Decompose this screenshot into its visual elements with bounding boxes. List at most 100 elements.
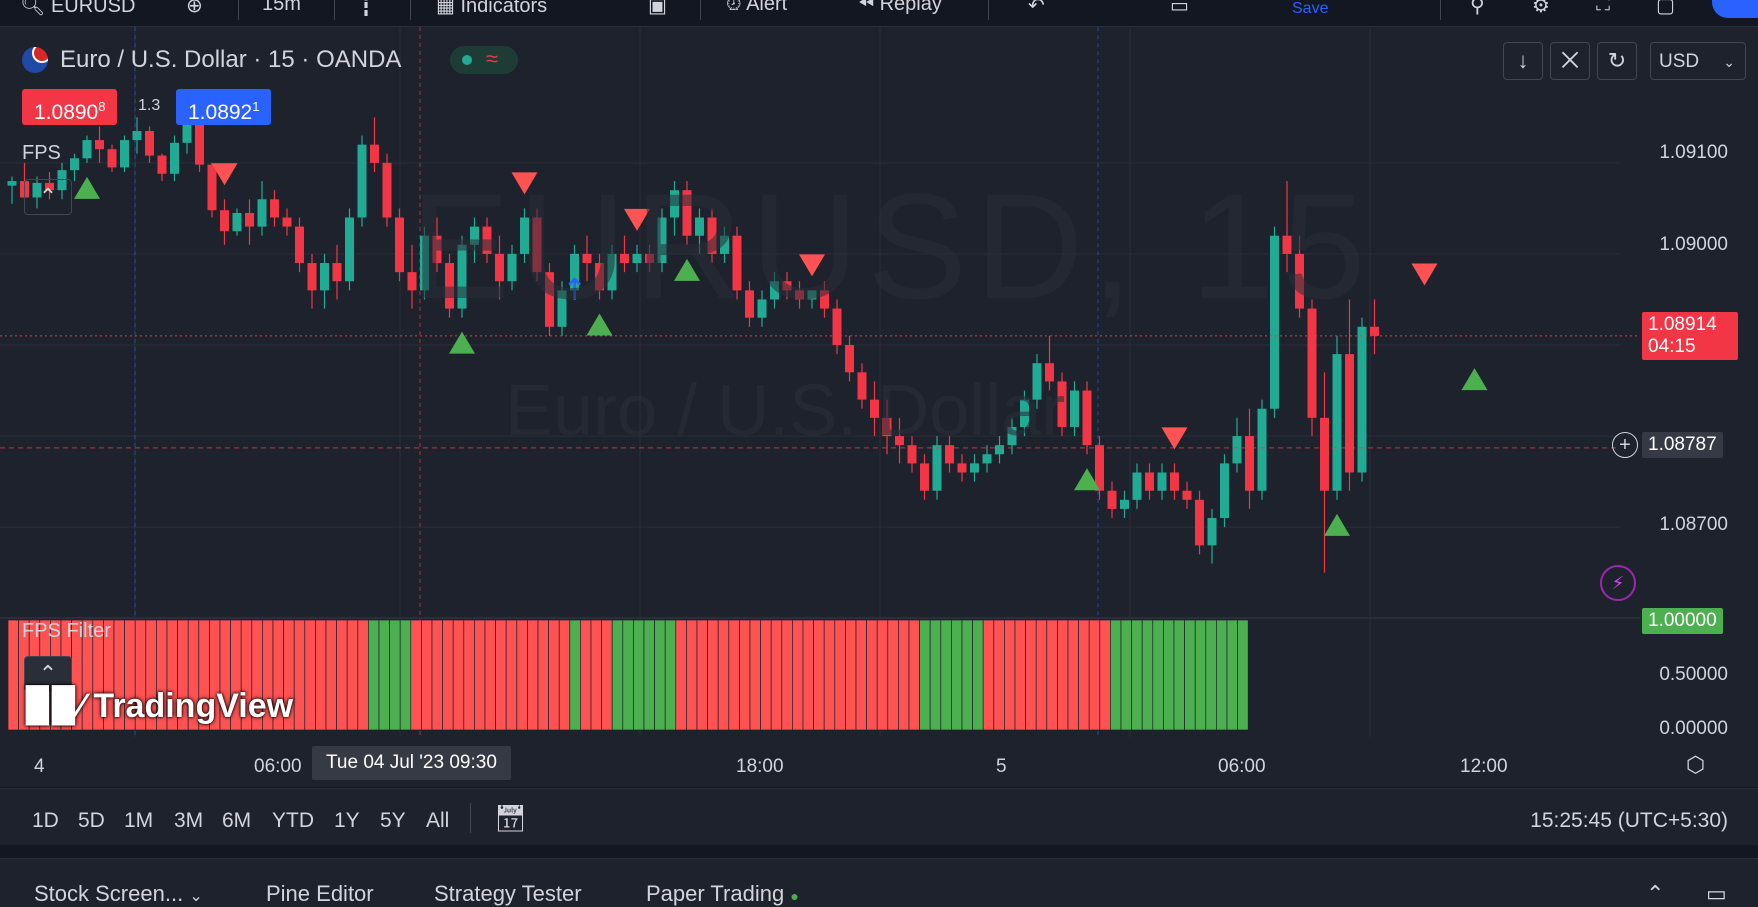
publish-button[interactable]	[1712, 0, 1758, 18]
tab-strategy-tester[interactable]: Strategy Tester	[434, 881, 582, 906]
replay-button[interactable]: ⏪︎ Replay	[858, 0, 942, 16]
range-ytd-button[interactable]: YTD	[272, 809, 314, 832]
indicators-label: Indicators	[460, 0, 548, 17]
layout-name-icon[interactable]: ▭	[1170, 0, 1189, 17]
candle-body	[1120, 499, 1129, 509]
layout-icon[interactable]: ▣	[648, 0, 667, 17]
symbol-title[interactable]: Euro / U.S. Dollar · 15 · OANDA	[60, 46, 402, 73]
market-status-pill[interactable]: ≈	[450, 46, 518, 74]
candle-body	[357, 144, 367, 218]
filter-bar	[548, 619, 560, 731]
filter-bar	[590, 619, 602, 731]
sell-button[interactable]: 1.08908	[22, 89, 118, 125]
candle-body	[570, 253, 579, 291]
toolbar-divider	[988, 0, 989, 20]
sell-signal-triangle	[1411, 263, 1438, 286]
candle-body	[307, 263, 317, 291]
indicator-legend-fps[interactable]: FPS	[22, 142, 61, 164]
candle-body	[945, 445, 954, 464]
range-5y-button[interactable]: 5Y	[380, 809, 406, 832]
sub-axis-label: 0.50000	[1659, 664, 1728, 685]
tab-stock-screener[interactable]: Stock Screen... ⌄	[34, 881, 203, 907]
chart-area[interactable]: ↑	[0, 27, 1758, 787]
filter-bar	[813, 619, 825, 731]
range-1m-button[interactable]: 1M	[124, 809, 154, 832]
undo-icon[interactable]: ↶	[1028, 0, 1045, 17]
filter-bar	[643, 619, 655, 731]
filter-bar	[336, 619, 348, 731]
scroll-to-realtime-button[interactable]: ↓	[1503, 42, 1543, 80]
symbol-watermark: EURUSD, 15	[410, 162, 1374, 330]
go-to-date-icon[interactable]: 📅︎	[494, 803, 528, 833]
filter-bar	[1173, 619, 1185, 731]
candle-body	[932, 445, 942, 491]
filter-bar	[580, 619, 592, 731]
date-range-bar: 1D 5D 1M 3M 6M YTD 1Y 5Y All 📅︎ 15:25:45…	[0, 788, 1758, 845]
interval-button[interactable]: 15m	[262, 0, 301, 15]
filter-bar	[919, 619, 931, 731]
add-alert-plus-icon[interactable]: +	[1612, 432, 1638, 458]
symbol-search-button[interactable]: 🔍︎ EURUSD	[20, 0, 135, 18]
settings-gear-icon[interactable]: ⬡	[1686, 752, 1706, 777]
add-symbol-icon[interactable]: ⊕	[186, 0, 203, 17]
candle-body	[1045, 363, 1054, 382]
candle-body	[370, 144, 379, 163]
currency-select[interactable]: USD ⌄	[1650, 42, 1746, 80]
candle-body	[482, 226, 492, 254]
save-button[interactable]: Save	[1292, 0, 1329, 17]
chevron-down-icon: ⌄	[1723, 54, 1735, 70]
candle-body	[1195, 499, 1204, 546]
buy-signal-triangle	[1324, 513, 1350, 536]
range-1d-button[interactable]: 1D	[32, 809, 59, 832]
filter-bar	[898, 619, 910, 731]
chart-canvas[interactable]: ↑	[0, 27, 1758, 787]
range-1y-button[interactable]: 1Y	[334, 809, 360, 832]
candle-body	[382, 162, 392, 218]
candle-body	[332, 263, 342, 282]
filter-bar	[940, 619, 952, 731]
range-5d-button[interactable]: 5D	[78, 809, 105, 832]
restore-pane-button[interactable]: ↻	[1597, 42, 1637, 80]
tab-paper-trading[interactable]: Paper Trading ●	[646, 881, 799, 907]
tab-pine-editor[interactable]: Pine Editor	[266, 881, 374, 906]
candle-body	[595, 263, 604, 291]
range-6m-button[interactable]: 6M	[222, 809, 252, 832]
range-all-button[interactable]: All	[426, 809, 450, 832]
lightning-icon[interactable]: ⚡︎	[1600, 565, 1636, 601]
buy-signal-triangle	[586, 313, 613, 336]
buy-signal-triangle	[1074, 468, 1100, 491]
chevron-up-icon[interactable]: ⌃	[1646, 881, 1665, 906]
buy-signal-triangle	[74, 176, 100, 199]
arrow-down-icon: ↓	[1517, 48, 1529, 73]
filter-bar	[368, 619, 380, 731]
chevron-down-icon: ⌄	[189, 888, 203, 905]
range-3m-button[interactable]: 3M	[174, 809, 204, 832]
filter-bar	[484, 619, 496, 731]
clock[interactable]: 15:25:45 (UTC+5:30)	[1530, 809, 1728, 832]
candle-body	[245, 212, 254, 227]
alert-button[interactable]: ⏰︎ Alert	[726, 0, 787, 16]
gear-icon[interactable]: ⚙	[1532, 0, 1550, 17]
time-axis-label: 06:00	[1218, 756, 1266, 777]
filter-bar	[654, 619, 666, 731]
spread-value: 1.3	[138, 97, 161, 114]
candle-body	[1107, 490, 1117, 509]
collapse-legend-button[interactable]: ⌃	[24, 179, 72, 215]
fullscreen-icon[interactable]: ⛶	[1596, 0, 1610, 15]
indicator-legend-fps-filter[interactable]: FPS Filter	[22, 620, 111, 642]
buy-button[interactable]: 1.08921	[176, 89, 272, 125]
candles-icon[interactable]: ┇	[360, 0, 373, 17]
candle-body	[1345, 354, 1354, 473]
indicators-button[interactable]: ▦ Indicators	[436, 0, 547, 18]
current-price-tag: 1.08914 04:15	[1642, 312, 1738, 360]
camera-icon[interactable]: ▢	[1656, 0, 1675, 17]
candle-body	[957, 463, 967, 473]
candle-body	[1020, 399, 1029, 427]
search-icon[interactable]: ⚲	[1470, 0, 1485, 17]
candle-body	[32, 182, 42, 198]
collapse-filter-legend-button[interactable]: ⌃	[24, 656, 72, 692]
collapse-pane-button[interactable]: ⨉	[1550, 42, 1590, 80]
maximize-panel-icon[interactable]: ▭	[1706, 881, 1727, 906]
crosshair-date-tag: Tue 04 Jul '23 09:30	[312, 746, 511, 780]
candle-body	[607, 253, 617, 291]
